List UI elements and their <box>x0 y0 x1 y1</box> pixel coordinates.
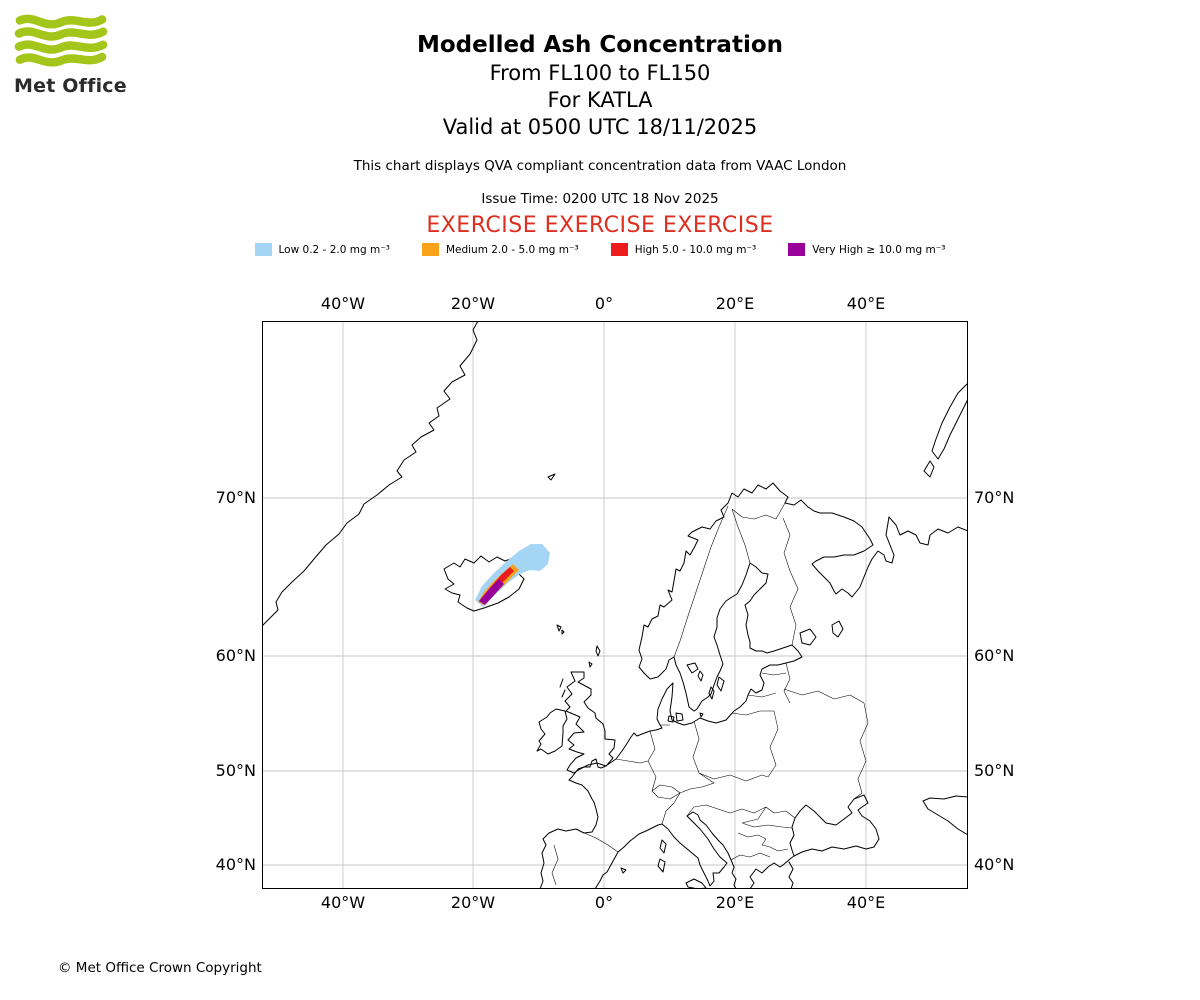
subtitle-valid-time: Valid at 0500 UTC 18/11/2025 <box>442 115 758 139</box>
ash-plume-very-high <box>479 579 504 605</box>
legend-label-low: Low 0.2 - 2.0 mg m⁻³ <box>278 243 390 256</box>
lake-vanern <box>686 662 704 682</box>
legend-label-medium: Medium 2.0 - 5.0 mg m⁻³ <box>445 243 579 256</box>
lat-label-right-70n: 70°N <box>974 488 1015 507</box>
lon-label-top-0: 0° <box>594 294 614 313</box>
lon-label-top-40e: 40°E <box>846 294 886 313</box>
ash-plume <box>475 544 550 607</box>
legend-item-medium: Medium 2.0 - 5.0 mg m⁻³ <box>421 243 579 256</box>
exercise-banner: EXERCISE EXERCISE EXERCISE <box>426 213 774 238</box>
subtitle-flight-levels: From FL100 to FL150 <box>489 61 711 85</box>
map-grid <box>262 321 968 889</box>
lon-label-bottom-20e: 20°E <box>715 893 755 912</box>
lat-label-left-40n: 40°N <box>215 855 256 874</box>
lon-label-bottom-40e: 40°E <box>846 893 886 912</box>
country-borders <box>551 502 869 886</box>
lon-label-top-20e: 20°E <box>715 294 755 313</box>
aegean-coast <box>749 855 795 889</box>
legend-item-low: Low 0.2 - 2.0 mg m⁻³ <box>254 243 390 256</box>
iceland-coast <box>443 555 525 612</box>
shetland-orkney <box>588 645 601 668</box>
logo-text: Met Office <box>14 75 127 97</box>
lon-label-bottom-0: 0° <box>594 893 614 912</box>
faroe-islands <box>556 624 565 635</box>
concentration-legend: Low 0.2 - 2.0 mg m⁻³ Medium 2.0 - 5.0 mg… <box>0 243 1200 256</box>
lake-onega <box>831 620 844 638</box>
legend-swatch-very-high <box>788 243 806 256</box>
legend-label-very-high: Very High ≥ 10.0 mg m⁻³ <box>812 243 946 256</box>
lat-label-left-60n: 60°N <box>215 646 256 665</box>
lon-label-top-20w: 20°W <box>450 294 496 313</box>
hebrides <box>559 678 566 698</box>
subtitle-volcano: For KATLA <box>547 88 653 112</box>
lon-label-bottom-20w: 20°W <box>450 893 496 912</box>
logo-waves-icon <box>14 14 108 67</box>
kola-white-sea-coast <box>772 482 968 598</box>
lat-label-right-50n: 50°N <box>974 761 1015 780</box>
greenland-coast <box>262 321 479 627</box>
legend-swatch-high <box>610 243 628 256</box>
page-title: Modelled Ash Concentration <box>416 32 784 58</box>
qva-compliance-note: This chart displays QVA compliant concen… <box>353 158 847 174</box>
issue-time: Issue Time: 0200 UTC 18 Nov 2025 <box>481 191 719 207</box>
legend-label-high: High 5.0 - 10.0 mg m⁻³ <box>634 243 757 256</box>
title-block: Modelled Ash Concentration From FL100 to… <box>0 30 1200 141</box>
mediterranean-coast <box>594 811 737 889</box>
legend-swatch-medium <box>421 243 439 256</box>
map-frame <box>262 321 968 889</box>
ash-concentration-map <box>262 321 968 889</box>
great-britain-coast <box>564 671 616 774</box>
corsica-sardinia <box>657 839 667 873</box>
legend-item-high: High 5.0 - 10.0 mg m⁻³ <box>610 243 757 256</box>
mallorca <box>620 867 627 874</box>
scandinavia-europe-coast <box>539 482 803 889</box>
jan-mayen-island <box>547 473 556 481</box>
danish-islands <box>667 712 684 723</box>
lat-label-left-70n: 70°N <box>215 488 256 507</box>
coastlines <box>262 321 968 889</box>
caspian-coast <box>922 795 968 836</box>
met-office-logo: Met Office <box>14 12 134 97</box>
legend-swatch-low <box>254 243 272 256</box>
legend-item-very-high: Very High ≥ 10.0 mg m⁻³ <box>788 243 945 256</box>
lat-label-left-50n: 50°N <box>215 761 256 780</box>
lake-ladoga <box>799 628 817 646</box>
gotland-oland <box>699 676 725 718</box>
lat-label-right-40n: 40°N <box>974 855 1015 874</box>
ireland-coast <box>536 708 568 755</box>
lon-label-bottom-40w: 40°W <box>320 893 366 912</box>
vaygach-island <box>923 460 935 478</box>
turkey-west-coast <box>788 861 794 889</box>
lon-label-top-40w: 40°W <box>320 294 366 313</box>
sicily <box>685 878 707 889</box>
copyright-notice: © Met Office Crown Copyright <box>58 960 262 976</box>
lat-label-right-60n: 60°N <box>974 646 1015 665</box>
novaya-zemlya <box>931 382 968 460</box>
black-sea-coast <box>789 794 880 857</box>
